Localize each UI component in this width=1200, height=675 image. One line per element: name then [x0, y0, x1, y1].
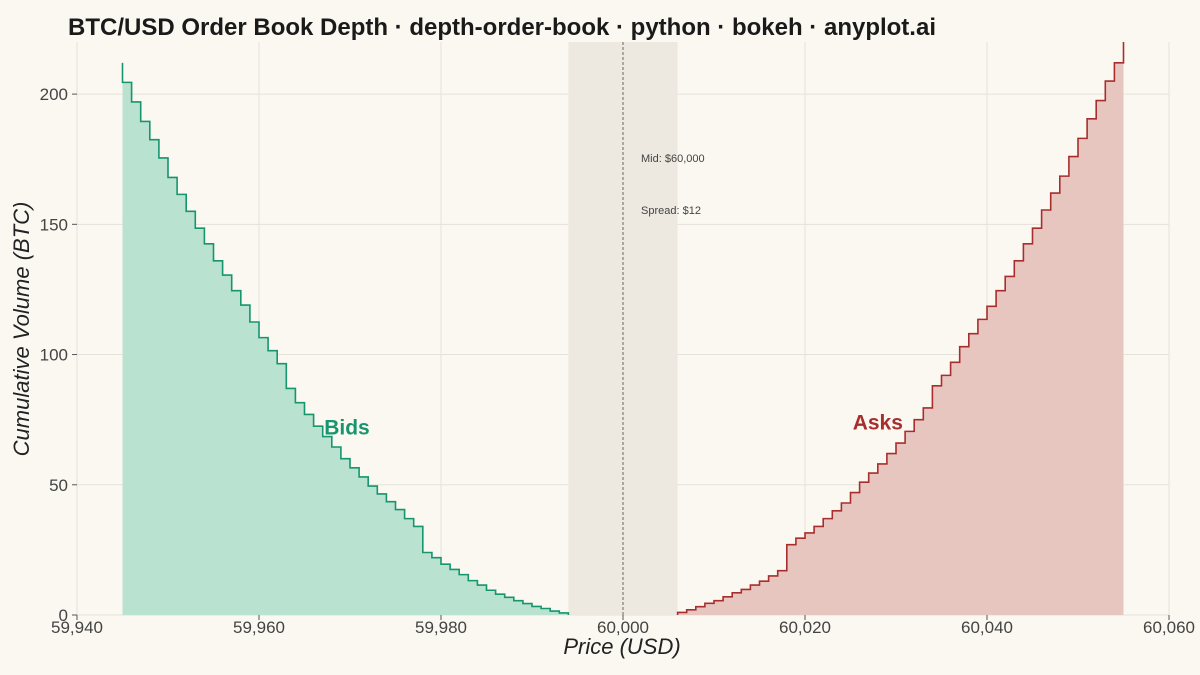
x-tick-label-0: 59,940	[51, 618, 103, 637]
bids-series	[121, 62, 570, 615]
asks-label: Asks	[853, 411, 903, 434]
x-axis-label: Price (USD)	[563, 634, 680, 659]
x-tick-label-3: 60,000	[597, 618, 649, 637]
y-axis-label: Cumulative Volume (BTC)	[9, 202, 34, 457]
asks-series	[676, 42, 1125, 615]
y-tick-label-3: 150	[40, 215, 68, 234]
y-axis-ticks: 0 50 100 150 200	[40, 85, 77, 625]
x-tick-label-4: 60,020	[779, 618, 831, 637]
asks-area	[677, 42, 1124, 615]
chart-title: BTC/USD Order Book Depth · depth-order-b…	[68, 14, 936, 41]
spread-label: Spread: $12	[641, 205, 701, 217]
mid-price-label: Mid: $60,000	[641, 153, 705, 165]
x-tick-label-2: 59,980	[415, 618, 467, 637]
spread-band	[568, 42, 678, 615]
y-tick-label-0: 0	[59, 606, 68, 625]
x-axis-ticks: 59,940 59,960 59,980 60,000 60,020 60,040 60,0…	[51, 615, 1195, 637]
asks-line	[676, 42, 1125, 615]
bids-label: Bids	[324, 416, 370, 439]
y-tick-label-1: 50	[49, 476, 68, 495]
bids-line	[121, 62, 570, 615]
bids-area	[122, 62, 569, 615]
x-tick-label-6: 60,060	[1143, 618, 1195, 637]
x-tick-label-5: 60,040	[961, 618, 1013, 637]
x-tick-label-1: 59,960	[233, 618, 285, 637]
y-tick-label-2: 100	[40, 346, 68, 365]
y-tick-label-4: 200	[40, 85, 68, 104]
